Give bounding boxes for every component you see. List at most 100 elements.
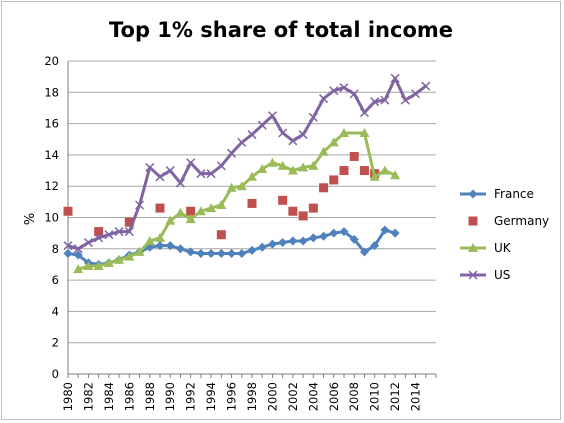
uk-point xyxy=(124,251,135,261)
uk-point xyxy=(93,261,104,271)
x-tick-label: 2006 xyxy=(327,382,341,411)
france-point xyxy=(380,225,390,235)
x-tick-label: 1998 xyxy=(245,382,259,411)
uk-point xyxy=(236,181,247,191)
uk-point xyxy=(369,171,380,181)
us-point xyxy=(196,169,206,179)
uk-point xyxy=(339,127,349,137)
us-point xyxy=(104,230,114,240)
us-point xyxy=(124,227,134,237)
x-tick-label: 2014 xyxy=(409,382,423,411)
us-point xyxy=(114,227,124,237)
uk-point xyxy=(175,207,186,217)
us-point xyxy=(329,86,339,96)
legend-label-germany: Germany xyxy=(494,214,549,228)
y-tick-label: 14 xyxy=(44,148,59,162)
us-point xyxy=(319,94,329,104)
france-point xyxy=(267,239,277,249)
france-point xyxy=(73,250,83,260)
uk-point xyxy=(308,160,319,170)
us-point xyxy=(288,136,298,146)
germany-point xyxy=(186,206,196,216)
germany-point xyxy=(216,230,226,240)
us-point xyxy=(216,161,226,171)
series-us xyxy=(63,73,431,254)
uk-point xyxy=(216,199,227,209)
us-point xyxy=(73,244,83,254)
us-point xyxy=(237,137,247,147)
x-tick-label: 2002 xyxy=(286,382,300,411)
y-tick-label: 18 xyxy=(44,85,59,99)
legend-item-us: US xyxy=(460,268,510,282)
france-point xyxy=(237,248,247,258)
y-tick-label: 16 xyxy=(44,117,59,131)
us-point xyxy=(370,97,380,107)
x-tick-label: 1986 xyxy=(122,382,136,411)
us-point xyxy=(339,83,349,93)
france-point xyxy=(227,248,237,258)
france-point xyxy=(186,247,196,257)
germany-point xyxy=(359,166,369,176)
france-point xyxy=(370,241,380,251)
uk-point xyxy=(83,261,94,271)
x-tick-label: 2004 xyxy=(306,382,320,411)
germany-point xyxy=(339,166,349,176)
legend-marker-uk xyxy=(468,243,478,252)
legend-marker-germany xyxy=(468,216,478,226)
france-point xyxy=(63,248,73,258)
germany-point xyxy=(124,217,134,227)
germany-point xyxy=(349,151,359,161)
france-point xyxy=(308,233,318,243)
legend-item-uk: UK xyxy=(460,241,512,255)
uk-point xyxy=(144,235,155,245)
y-tick-label: 12 xyxy=(44,179,59,193)
us-point xyxy=(400,95,410,105)
uk-point xyxy=(165,215,176,225)
germany-point xyxy=(278,195,288,205)
legend: France Germany UK US xyxy=(460,187,549,282)
legend-marker-us xyxy=(468,270,478,280)
y-tick-label: 20 xyxy=(44,54,59,68)
france-point xyxy=(319,231,329,241)
us-point xyxy=(145,162,155,172)
x-tick-label: 1994 xyxy=(204,382,218,411)
us-point xyxy=(411,89,421,99)
us-point xyxy=(257,120,267,130)
us-point xyxy=(83,238,93,248)
france-point xyxy=(257,242,267,252)
uk-point xyxy=(328,137,339,147)
x-tick-label: 1996 xyxy=(225,382,239,411)
germany-point xyxy=(308,203,318,213)
us-point xyxy=(135,200,145,210)
legend-item-germany: Germany xyxy=(468,214,549,228)
uk-point xyxy=(359,127,370,137)
uk-point xyxy=(267,157,278,167)
france-point xyxy=(339,227,349,237)
y-tick-label: 0 xyxy=(52,367,59,381)
us-point xyxy=(186,158,196,168)
x-tick-label: 2008 xyxy=(347,382,361,411)
y-axis-label: % xyxy=(23,213,38,225)
x-tick-label: 2010 xyxy=(368,382,382,411)
germany-point xyxy=(247,198,257,208)
us-point xyxy=(175,178,185,188)
x-tick-labels: 1980 1982 1984 1986 1988 1990 1992 1994 1996 1998… xyxy=(61,382,423,411)
germany-point xyxy=(63,206,73,216)
us-point xyxy=(206,169,216,179)
germany-point xyxy=(288,206,298,216)
x-tick-label: 1990 xyxy=(163,382,177,411)
france-point xyxy=(247,245,257,255)
uk-point xyxy=(195,206,206,216)
us-point xyxy=(278,128,288,138)
uk-point xyxy=(257,163,268,173)
uk-point xyxy=(390,170,401,180)
germany-point xyxy=(298,211,308,221)
x-tick-label: 1982 xyxy=(81,382,95,411)
us-point xyxy=(267,111,277,121)
series-uk xyxy=(73,127,401,274)
x-tick-label: 2012 xyxy=(388,382,402,411)
us-point xyxy=(227,148,237,158)
us-point xyxy=(298,130,308,140)
